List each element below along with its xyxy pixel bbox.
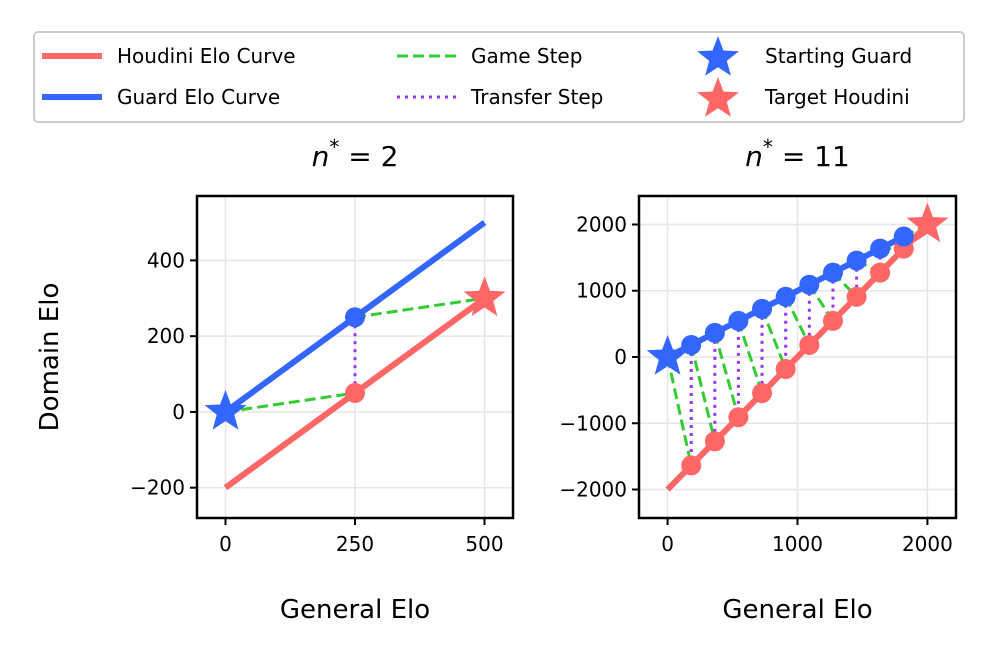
guard-point: [681, 334, 702, 355]
legend: Houdini Elo Curve Guard Elo Curve Game S…: [33, 31, 965, 123]
houdini-point: [704, 431, 725, 452]
x-axis-label: General Elo: [722, 595, 872, 625]
starting-guard-star: [646, 335, 689, 375]
plot-content: [665, 222, 930, 492]
legend-game-label: Game Step: [471, 44, 582, 68]
legend-target-label: Target Houdini: [764, 85, 910, 109]
guard-point: [704, 322, 725, 343]
guard-point: [846, 250, 867, 271]
title-variable: n: [312, 140, 330, 173]
target-houdini-star: [463, 276, 506, 317]
chart-left: 0 250 500 −200 0 200 400 General Elo Domain Elo n…: [35, 135, 515, 625]
title-value: = 11: [773, 140, 850, 173]
guard-point: [870, 238, 891, 259]
guard-point: [799, 274, 820, 295]
chart-right: 0 1000 2000 −2000 −1000 0 1000 2000 General Elo n…: [559, 135, 958, 625]
guard-point: [775, 286, 796, 307]
legend-transfer-label: Transfer Step: [470, 85, 603, 109]
y-tick-label: −2000: [559, 478, 627, 502]
title-variable: n: [745, 140, 763, 173]
x-tick-label: 250: [336, 532, 374, 556]
x-tick-label: 500: [465, 532, 503, 556]
guard-point: [345, 307, 365, 328]
houdini-point: [681, 455, 702, 476]
x-axis-label: General Elo: [280, 595, 430, 625]
starting-guard-star: [204, 389, 247, 430]
y-tick-label: 400: [147, 248, 185, 272]
x-tick-label: 2000: [902, 532, 953, 556]
x-tick-label: 0: [219, 532, 232, 556]
title-superscript: *: [763, 135, 773, 159]
y-tick-label: 0: [172, 400, 185, 424]
y-tick-label: 200: [147, 324, 185, 348]
game-step: [713, 332, 740, 418]
game-step: [736, 320, 764, 394]
target-houdini-star: [906, 202, 949, 243]
y-tick-label: 0: [614, 345, 627, 369]
game-step: [225, 391, 356, 414]
houdini-point: [345, 382, 365, 403]
plot-content: [223, 220, 487, 491]
legend-target-star: [697, 77, 739, 117]
houdini-point: [846, 286, 867, 307]
panel-title: n* = 11: [745, 135, 850, 173]
y-axis-label: Domain Elo: [35, 283, 65, 432]
houdini-point: [870, 262, 891, 283]
guard-point: [728, 310, 749, 331]
title-value: = 2: [339, 140, 398, 173]
houdini-point: [799, 334, 820, 355]
legend-start-label: Starting Guard: [765, 44, 912, 68]
legend-start-star: [697, 36, 739, 76]
houdini-point: [822, 310, 843, 331]
title-superscript: *: [329, 135, 339, 159]
houdini-point: [752, 383, 773, 404]
x-tick-label: 0: [661, 532, 674, 556]
game-step: [760, 308, 788, 370]
legend-guard-label: Guard Elo Curve: [117, 85, 280, 109]
houdini-point: [775, 359, 796, 380]
game-step: [666, 356, 693, 466]
legend-houdini-label: Houdini Elo Curve: [117, 44, 296, 68]
panel-title: n* = 2: [312, 135, 399, 173]
x-tick-label: 1000: [772, 532, 823, 556]
guard-point: [822, 262, 843, 283]
guard-point: [893, 226, 914, 247]
y-tick-label: −1000: [559, 411, 627, 435]
y-tick-label: 2000: [576, 212, 627, 236]
guard-point: [752, 298, 773, 319]
houdini-point: [728, 407, 749, 428]
y-tick-label: −200: [130, 476, 185, 500]
game-step: [689, 344, 717, 442]
y-tick-label: 1000: [576, 279, 627, 303]
game-step: [354, 296, 485, 319]
